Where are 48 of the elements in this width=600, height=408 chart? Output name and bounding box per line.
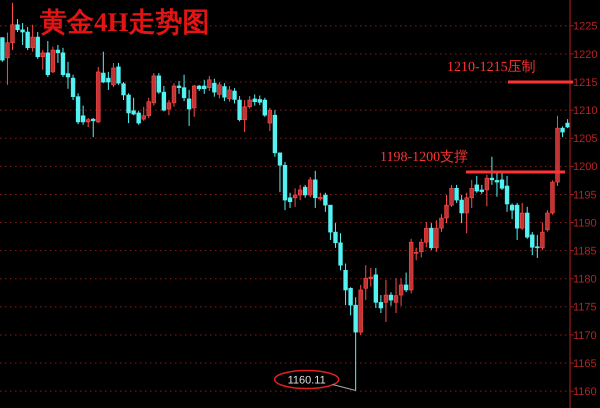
candlestick bbox=[560, 126, 565, 138]
y-tick-label: 1195 bbox=[573, 189, 597, 202]
candlestick bbox=[308, 176, 312, 198]
candlestick bbox=[40, 50, 45, 70]
candlestick bbox=[217, 82, 222, 99]
y-tick-label: 1175 bbox=[573, 302, 597, 314]
candlestick bbox=[384, 279, 388, 323]
y-tick-label: 1220 bbox=[573, 48, 598, 61]
y-tick-label: 1210 bbox=[573, 105, 598, 117]
candlestick bbox=[520, 202, 524, 230]
y-tick-label: 1225 bbox=[573, 20, 598, 33]
y-tick-label: 1170 bbox=[573, 330, 597, 342]
chart-title: 黄金4H走势图 bbox=[39, 7, 210, 37]
candlestick bbox=[0, 36, 5, 62]
annotation: 1160.11 bbox=[288, 374, 326, 386]
candlestick bbox=[186, 89, 192, 126]
candlestick bbox=[222, 82, 227, 102]
candlestick bbox=[484, 174, 490, 207]
candlestick bbox=[429, 222, 434, 251]
candlestick bbox=[91, 118, 96, 138]
candlestick bbox=[540, 222, 545, 251]
candlestick bbox=[212, 78, 217, 98]
candlestick bbox=[313, 170, 318, 208]
candlestick bbox=[227, 85, 232, 102]
ref-line-label: 1210-1215压制 bbox=[447, 59, 536, 76]
y-tick-label: 1215 bbox=[573, 76, 598, 89]
candlestick bbox=[302, 184, 308, 198]
candlestick bbox=[30, 24, 35, 52]
candlestick bbox=[46, 40, 50, 78]
candlestick bbox=[388, 292, 394, 306]
y-tick-label: 1160 bbox=[573, 386, 597, 398]
y-tick-label: 1180 bbox=[573, 274, 597, 286]
y-tick-label: 1185 bbox=[573, 245, 597, 258]
y-tick-label: 1200 bbox=[573, 161, 598, 174]
y-tick-label: 1205 bbox=[573, 133, 598, 146]
candlestick bbox=[116, 62, 121, 86]
candlestick bbox=[111, 62, 116, 88]
candlestick bbox=[192, 84, 196, 118]
candlestick bbox=[36, 32, 40, 60]
ref-line-label: 1198-1200支撑 bbox=[380, 148, 468, 165]
candlestick bbox=[398, 278, 404, 306]
candlestick bbox=[207, 75, 212, 92]
candlestick bbox=[404, 272, 408, 293]
candlestick bbox=[50, 46, 56, 74]
candlestick bbox=[490, 156, 494, 186]
y-tick-label: 1165 bbox=[573, 358, 597, 370]
y-tick-label: 1190 bbox=[573, 217, 597, 230]
candlestick bbox=[268, 107, 272, 132]
